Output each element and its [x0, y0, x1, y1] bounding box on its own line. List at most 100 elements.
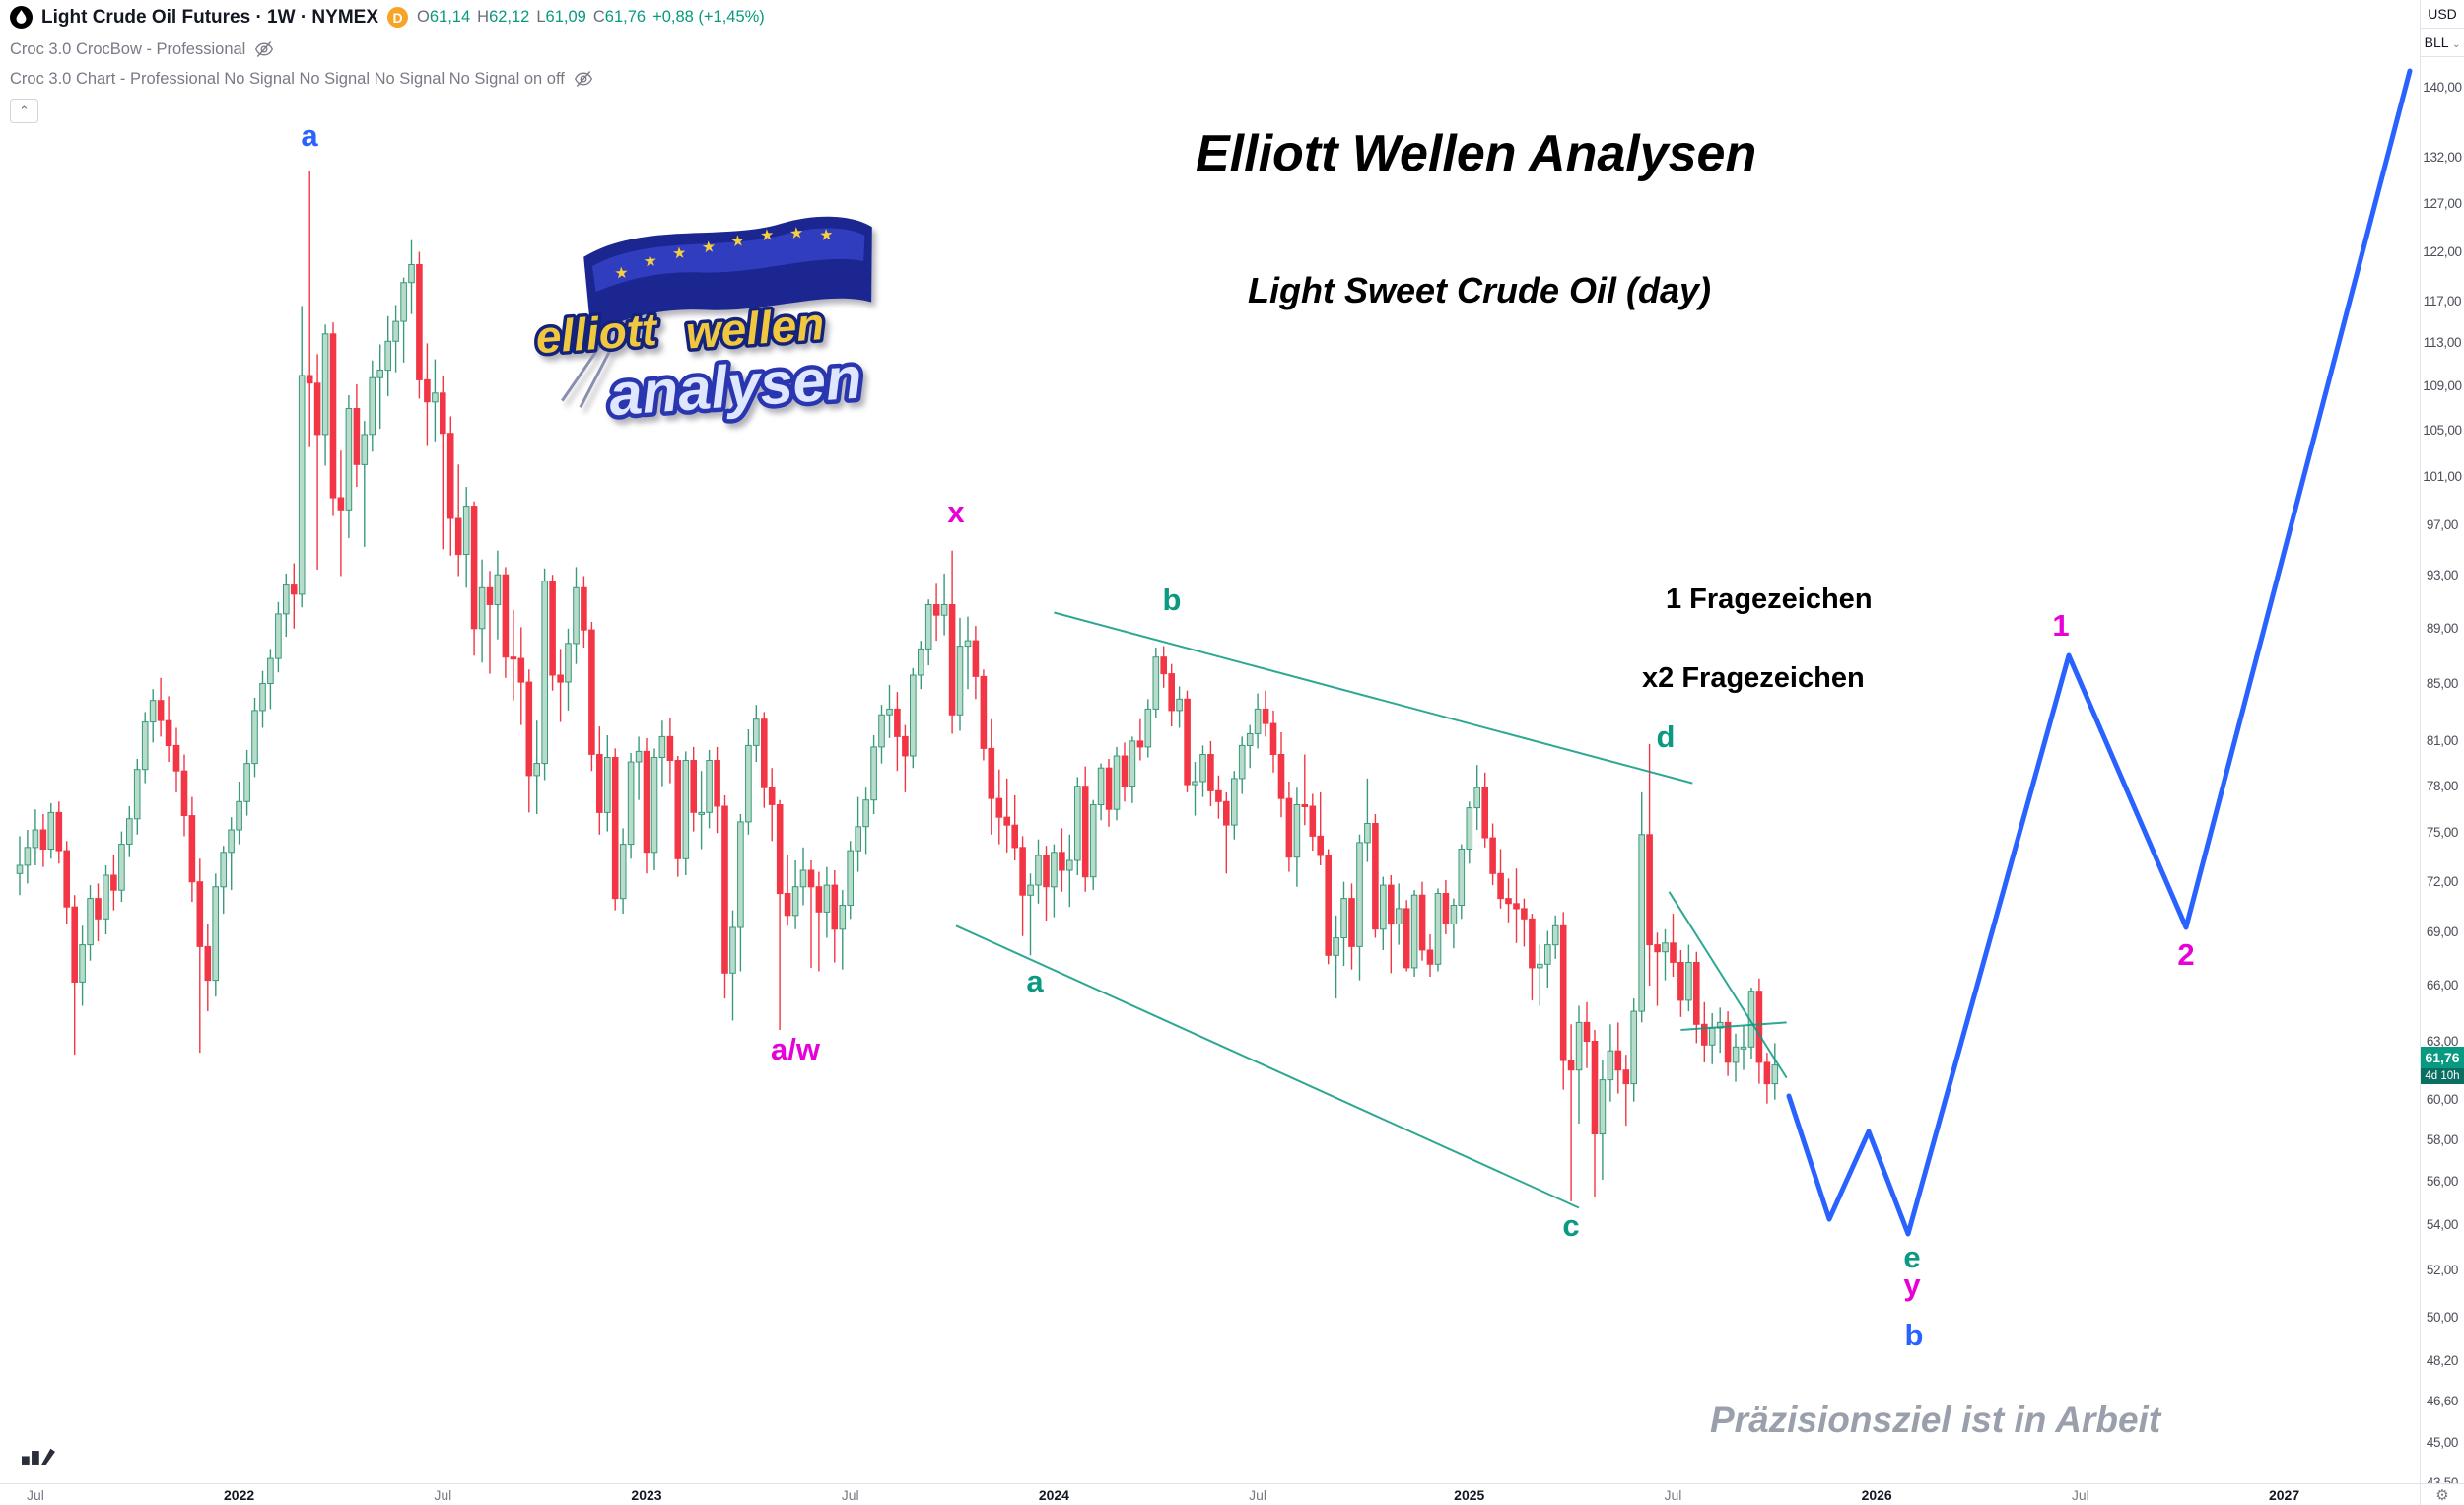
candle [345, 395, 353, 538]
time-axis-label: Jul [434, 1487, 452, 1503]
candle [737, 814, 744, 972]
candle [666, 718, 674, 784]
candle [745, 729, 752, 835]
candle [573, 567, 580, 664]
eye-off-icon [574, 71, 592, 87]
candle [1708, 1013, 1716, 1064]
gear-icon[interactable]: ⚙ [2435, 1486, 2449, 1504]
hide-indicator-button[interactable] [574, 69, 593, 89]
indicator-row-crocbow[interactable]: Croc 3.0 CrocBow - Professional [10, 39, 274, 59]
lower-channel-line[interactable] [955, 924, 1580, 1209]
candle [321, 324, 329, 466]
main-title: Elliott Wellen Analysen [1196, 125, 1757, 182]
tradingview-logo[interactable] [22, 1447, 55, 1469]
candle [87, 885, 94, 961]
note-x2-fragezeichen: x2 Fragezeichen [1642, 662, 1865, 694]
upper-channel-line[interactable] [1054, 611, 1693, 785]
candle [1677, 950, 1684, 1017]
candle [1591, 1030, 1599, 1197]
indicator-label[interactable]: Croc 3.0 CrocBow - Professional [10, 39, 246, 58]
candles-layer [16, 171, 1779, 1201]
candle [596, 726, 603, 835]
price-axis[interactable]: USD BLL ⌄ 140,00 132,00 127,00 122,00 117,00… [2420, 0, 2464, 1490]
change-value: +0,88 (+1,45%) [652, 8, 765, 26]
candle [791, 860, 799, 929]
candle [611, 748, 619, 911]
candle [1356, 834, 1363, 981]
candle [95, 883, 102, 942]
time-axis-label: 2024 [1038, 1487, 1069, 1503]
candle [768, 768, 776, 842]
wave-label[interactable]: c [1562, 1208, 1579, 1243]
delayed-data-badge[interactable]: D [387, 7, 408, 28]
wave-label[interactable]: d [1657, 719, 1676, 754]
price-tick: 109,00 [2423, 378, 2462, 394]
elliott-projection-line[interactable] [1786, 68, 2413, 1237]
symbol-title[interactable]: Light Crude Oil Futures · 1W · NYMEX [41, 6, 378, 28]
wave-label[interactable]: a [301, 118, 318, 153]
price-tick: 56,00 [2426, 1174, 2459, 1190]
candle [110, 855, 117, 911]
candle [228, 817, 235, 891]
time-axis[interactable]: Jul 2022 Jul 2023 Jul 2024 Jul 2025 Jul 2026 Jul 20… [0, 1483, 2421, 1505]
candle [1129, 736, 1136, 803]
wave-label[interactable]: 2 [2177, 937, 2194, 972]
wave-label[interactable]: e [1903, 1240, 1920, 1274]
logo-word-1: elliott [534, 304, 660, 364]
candle [1043, 846, 1050, 921]
svg-text:★: ★ [788, 223, 804, 242]
candle [698, 771, 706, 850]
wave-label[interactable]: y [1903, 1267, 1921, 1302]
time-axis-label: 2027 [2268, 1487, 2300, 1503]
candle [948, 550, 956, 734]
candle [1740, 1026, 1747, 1070]
price-tick: 89,00 [2426, 620, 2459, 636]
candle [384, 315, 391, 397]
wedge-upper-line[interactable] [1668, 891, 1788, 1079]
candle [1458, 844, 1466, 920]
low-value: 61,09 [545, 8, 586, 26]
candle [533, 720, 541, 814]
svg-text:★: ★ [614, 263, 630, 283]
candle [1121, 742, 1129, 802]
candle [894, 692, 901, 772]
price-axis-currency[interactable]: USD [2421, 0, 2464, 29]
candle [1670, 914, 1677, 977]
wedge-lower-line[interactable] [1680, 1021, 1787, 1031]
candle [494, 550, 502, 640]
indicator-label[interactable]: Croc 3.0 Chart - Professional No Signal … [10, 69, 565, 88]
candle [776, 799, 784, 1030]
last-price-badge: 61,76 4d 10h [2421, 1046, 2464, 1084]
wave-label[interactable]: b [1163, 582, 1182, 617]
wave-label[interactable]: x [947, 495, 965, 529]
candle [1066, 834, 1073, 908]
candle [1551, 915, 1559, 959]
wave-label[interactable]: a/w [771, 1032, 821, 1066]
candle [133, 759, 141, 835]
candle [1575, 1005, 1583, 1125]
candle [1011, 795, 1019, 860]
wave-label[interactable]: b [1905, 1318, 1924, 1352]
candle [1207, 740, 1214, 806]
price-tick: 122,00 [2423, 243, 2462, 259]
candle [807, 860, 815, 968]
candle [549, 575, 556, 691]
symbol-legend-row: Light Crude Oil Futures · 1W · NYMEX D O… [10, 6, 765, 29]
wave-label[interactable]: 1 [2052, 608, 2069, 643]
candle [643, 737, 650, 874]
candle [454, 464, 462, 577]
price-tick: 132,00 [2423, 150, 2462, 166]
collapse-legend-button[interactable]: ⌃ [10, 99, 38, 123]
candle [1003, 778, 1011, 853]
chart-plot-area[interactable]: a x b a a/w c d e y b 1 2 [0, 0, 2421, 1484]
last-price-value: 61,76 [2421, 1046, 2464, 1068]
price-tick: 52,00 [2426, 1263, 2459, 1278]
hide-indicator-button[interactable] [254, 39, 274, 59]
axis-settings-corner[interactable]: ⚙ [2420, 1483, 2464, 1505]
candle [243, 749, 250, 816]
indicator-row-croc-chart[interactable]: Croc 3.0 Chart - Professional No Signal … [10, 69, 593, 89]
price-axis-unit[interactable]: BLL ⌄ [2421, 29, 2464, 57]
wave-label[interactable]: a [1026, 964, 1044, 998]
open-label: O [417, 8, 430, 26]
